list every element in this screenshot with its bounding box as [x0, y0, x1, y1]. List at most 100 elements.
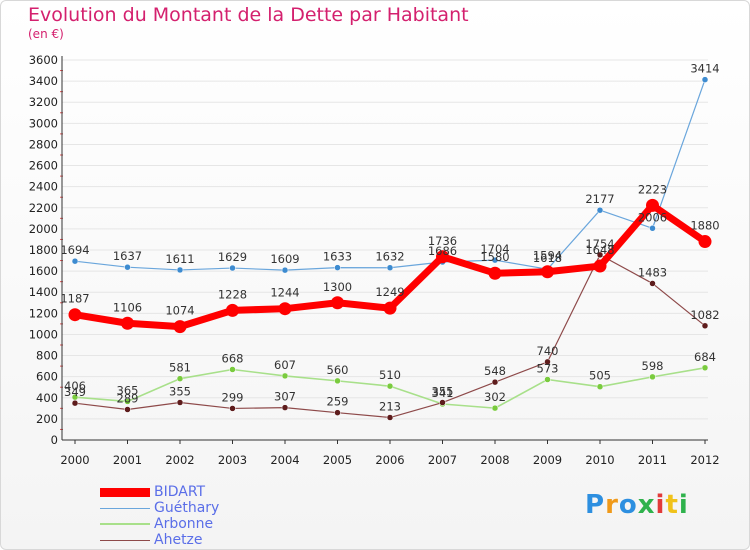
data-label-arbonne: 684	[694, 350, 716, 364]
data-label-ahetze: 355	[169, 385, 191, 399]
y-tick-label: 2200	[29, 201, 58, 215]
data-label-guthary: 2177	[585, 192, 614, 206]
data-point-bidart	[698, 235, 712, 249]
data-label-ahetze: 307	[274, 390, 296, 404]
data-label-bidart: 1648	[585, 243, 614, 257]
legend-swatch-bidart	[100, 488, 150, 497]
x-tick-label: 2005	[323, 453, 352, 467]
data-label-guthary: 3414	[690, 62, 719, 76]
x-tick-label: 2010	[585, 453, 614, 467]
y-tick-label: 1000	[29, 327, 58, 341]
data-label-guthary: 2006	[638, 210, 667, 224]
data-label-arbonne: 607	[274, 358, 296, 372]
data-label-guthary: 1686	[428, 244, 457, 258]
y-tick-label: 2400	[29, 180, 58, 194]
data-label-guthary: 1629	[218, 250, 247, 264]
grid-lines	[62, 59, 708, 441]
data-point-guthary	[176, 266, 184, 274]
data-label-ahetze: 355	[432, 385, 454, 399]
y-tick-label: 2600	[29, 159, 58, 173]
legend-item-ahetze: Ahetze	[100, 532, 300, 548]
y-tick-label: 1400	[29, 285, 58, 299]
x-tick-label: 2003	[218, 453, 247, 467]
data-point-guthary	[334, 264, 341, 271]
data-label-guthary: 1618	[533, 251, 562, 265]
data-label-guthary: 1637	[113, 249, 142, 263]
y-tick-label: 3000	[29, 116, 58, 130]
data-label-bidart: 1594	[533, 249, 562, 263]
y-tick-label: 400	[36, 391, 58, 405]
data-point-guthary	[229, 264, 236, 272]
legend-label-guethary: Guéthary	[154, 500, 220, 516]
data-point-arbonne	[701, 364, 709, 372]
x-tick-label: 2002	[165, 453, 194, 467]
data-point-ahetze	[596, 251, 604, 259]
logo-letter: x	[637, 490, 656, 520]
data-point-ahetze	[334, 409, 341, 416]
x-tick-label: 2012	[690, 453, 719, 467]
data-label-bidart: 1580	[480, 250, 509, 264]
data-point-guthary	[281, 266, 289, 274]
data-point-bidart	[383, 301, 397, 315]
data-point-arbonne	[544, 376, 551, 383]
data-point-arbonne	[229, 366, 236, 373]
y-tick-label: 2000	[29, 222, 58, 236]
logo-letter: i	[678, 490, 689, 520]
data-label-arbonne: 365	[117, 383, 139, 397]
data-label-bidart: 1228	[218, 287, 247, 301]
data-label-bidart: 1300	[323, 280, 352, 294]
data-point-bidart	[278, 302, 292, 316]
data-point-arbonne	[386, 382, 394, 390]
data-label-ahetze: 289	[117, 391, 139, 405]
data-label-arbonne: 406	[64, 379, 86, 393]
data-label-arbonne: 668	[222, 351, 244, 365]
data-point-ahetze	[176, 399, 184, 406]
data-label-bidart: 1249	[375, 285, 404, 299]
data-point-ahetze	[439, 399, 446, 406]
chart-title: Evolution du Montant de la Dette par Hab…	[28, 4, 469, 26]
data-label-arbonne: 598	[642, 359, 664, 373]
data-label-guthary: 1609	[270, 252, 299, 266]
data-point-bidart	[121, 316, 134, 330]
data-label-bidart: 1074	[165, 304, 194, 318]
data-label-ahetze: 349	[64, 385, 86, 399]
y-tick-label: 1600	[29, 264, 58, 278]
y-tick-label: 1800	[29, 243, 58, 257]
data-label-ahetze: 1082	[690, 308, 719, 322]
data-point-bidart	[226, 303, 239, 317]
data-label-arbonne: 581	[169, 361, 191, 375]
y-tick-label: 1200	[29, 306, 58, 320]
legend-item-guethary: Guéthary	[100, 500, 300, 516]
data-label-bidart: 1736	[428, 234, 457, 248]
x-tick-label: 2006	[375, 453, 404, 467]
data-labels: 1694 1637 1611 1629 1609 1633 1632 1686 1704 1618…	[60, 62, 719, 414]
data-label-ahetze: 548	[484, 364, 506, 378]
data-point-guthary	[71, 257, 79, 265]
data-point-arbonne	[124, 398, 131, 405]
data-point-bidart	[436, 250, 449, 264]
series-lines	[68, 76, 712, 421]
y-tick-label: 2800	[29, 137, 58, 151]
x-tick-label: 2001	[113, 453, 142, 467]
data-point-guthary	[124, 263, 131, 271]
data-label-guthary: 1633	[323, 250, 352, 264]
x-tick-label: 2011	[638, 453, 667, 467]
x-tick-label: 2007	[428, 453, 457, 467]
legend: BIDART Guéthary Arbonne Ahetze	[100, 484, 300, 548]
data-point-ahetze	[701, 322, 709, 330]
logo-letter: i	[655, 490, 666, 520]
data-point-bidart	[593, 259, 607, 273]
x-tick-label: 2009	[533, 453, 562, 467]
legend-item-bidart: BIDART	[100, 484, 300, 500]
data-label-ahetze: 1483	[638, 265, 667, 279]
data-point-arbonne	[334, 377, 341, 385]
data-point-arbonne	[281, 372, 289, 380]
data-point-arbonne	[491, 404, 499, 412]
data-label-bidart: 2223	[638, 182, 667, 196]
data-point-ahetze	[491, 378, 499, 386]
logo-letter: o	[618, 490, 638, 520]
y-tick-label: 3200	[29, 95, 58, 109]
data-label-arbonne: 341	[432, 386, 454, 400]
data-point-arbonne	[176, 375, 184, 382]
